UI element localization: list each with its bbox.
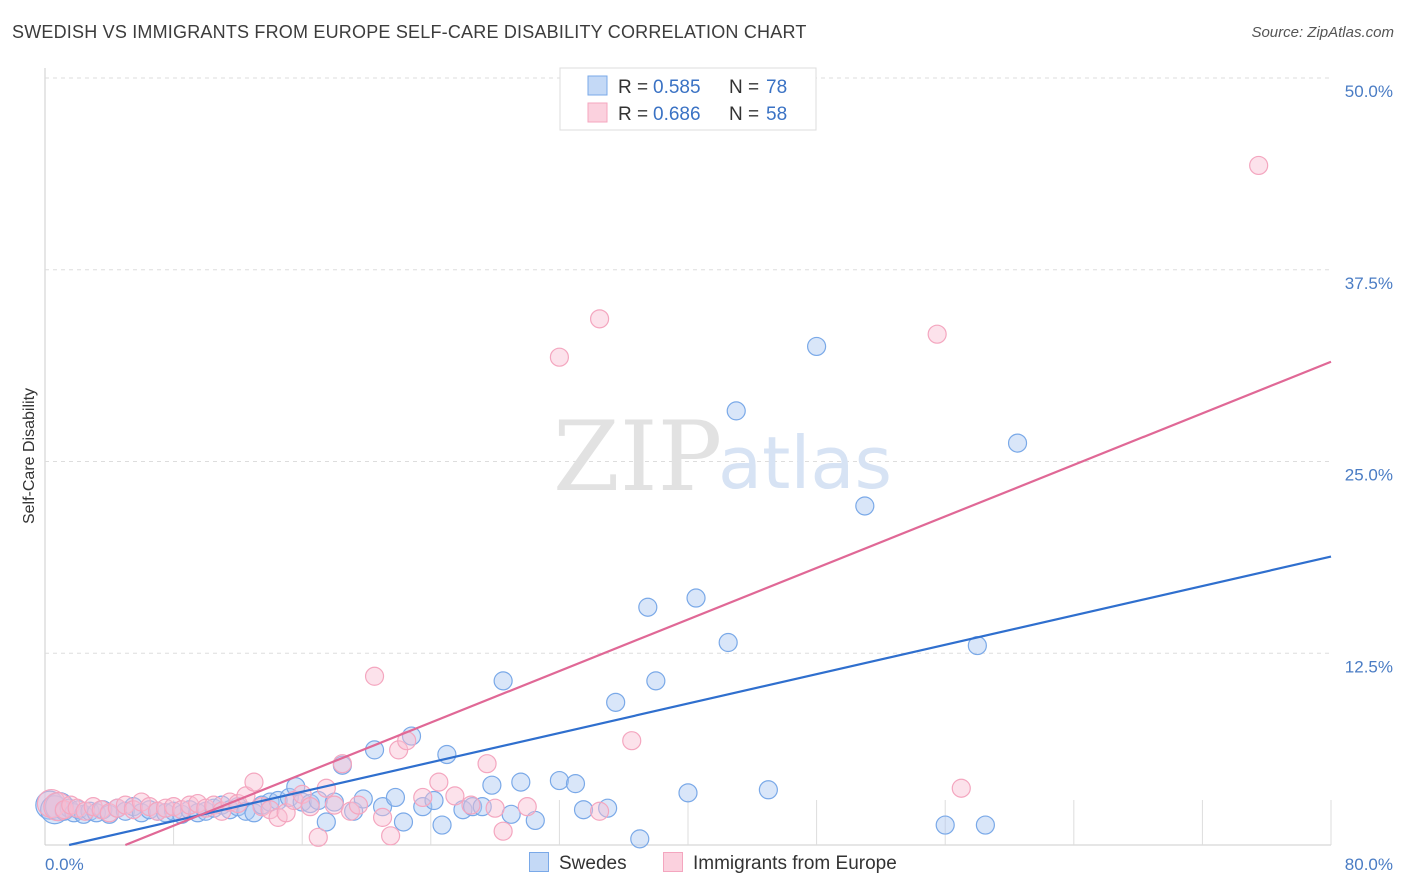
immigrants-point-58 bbox=[951, 778, 971, 798]
source-credit: Source: ZipAtlas.com bbox=[1251, 24, 1394, 41]
swedes-point-77 bbox=[975, 815, 995, 835]
legend-label-swedes: Swedes bbox=[559, 853, 627, 874]
immigrants-point-46 bbox=[429, 772, 449, 792]
immigrants-point-26 bbox=[244, 772, 264, 792]
immigrants-point-33 bbox=[300, 797, 320, 817]
legend-item-immigrants: Immigrants from Europe bbox=[663, 852, 897, 875]
swedes-point-46 bbox=[393, 812, 414, 832]
swedes-trend-line bbox=[68, 555, 1332, 847]
watermark-zip: ZIP bbox=[553, 401, 722, 513]
point-layer bbox=[35, 155, 1269, 849]
swedes-point-64 bbox=[606, 692, 626, 712]
chart-title: SWEDISH VS IMMIGRANTS FROM EUROPE SELF-C… bbox=[12, 22, 807, 42]
y-tick-label-1: 25.0% bbox=[1345, 466, 1393, 485]
immigrants-point-41 bbox=[372, 807, 393, 827]
immigrants-point-18 bbox=[180, 795, 200, 815]
immigrants-point-42 bbox=[381, 826, 401, 846]
immigrants-point-48 bbox=[461, 795, 481, 815]
immigrants-point-59 bbox=[1249, 155, 1269, 176]
immigrants-point-57 bbox=[927, 324, 947, 344]
legend-swatch-immigrants bbox=[663, 852, 683, 872]
immigrants-point-11 bbox=[123, 800, 144, 820]
immigrants-point-15 bbox=[155, 798, 176, 818]
stats-r-label-swedes: R = bbox=[618, 77, 648, 98]
swedes-point-72 bbox=[758, 780, 778, 800]
swedes-point-67 bbox=[646, 671, 666, 691]
swedes-point-57 bbox=[501, 804, 521, 824]
immigrants-point-56 bbox=[622, 731, 642, 751]
swedes-point-68 bbox=[678, 783, 698, 803]
swedes-point-50 bbox=[432, 815, 452, 835]
x-tick-label-1: 80.0% bbox=[1345, 855, 1393, 874]
immigrants-point-51 bbox=[493, 821, 513, 841]
swedes-point-55 bbox=[482, 775, 502, 795]
immigrants-point-52 bbox=[517, 797, 537, 817]
y-tick-label-3: 50.0% bbox=[1345, 82, 1393, 101]
legend-label-immigrants: Immigrants from Europe bbox=[693, 853, 897, 874]
immigrants-point-54 bbox=[589, 801, 610, 821]
immigrants-point-40 bbox=[364, 666, 385, 686]
immigrants-point-55 bbox=[589, 309, 610, 329]
immigrants-point-1 bbox=[43, 792, 73, 822]
stats-swatch-immigrants bbox=[587, 102, 608, 123]
legend-item-swedes: Swedes bbox=[529, 852, 627, 875]
stats-swatch-swedes bbox=[587, 75, 608, 96]
stats-n-swedes: 78 bbox=[766, 77, 787, 98]
immigrants-point-39 bbox=[348, 795, 369, 815]
swedes-point-66 bbox=[638, 597, 658, 617]
swedes-point-75 bbox=[935, 815, 955, 835]
immigrants-point-34 bbox=[308, 827, 328, 847]
trend-layer bbox=[68, 360, 1332, 847]
swedes-point-62 bbox=[573, 800, 594, 820]
y-tick-label-2: 37.5% bbox=[1345, 274, 1393, 293]
stats-r-label-immigrants: R = bbox=[618, 104, 648, 125]
swedes-point-60 bbox=[549, 770, 570, 791]
stats-n-label-immigrants: N = bbox=[729, 104, 759, 125]
immigrants-point-47 bbox=[445, 786, 465, 806]
stats-r-swedes: 0.585 bbox=[653, 77, 701, 98]
immigrants-trend-line bbox=[124, 360, 1332, 847]
swedes-point-45 bbox=[385, 787, 406, 808]
immigrants-point-53 bbox=[549, 347, 570, 367]
swedes-point-73 bbox=[806, 336, 827, 357]
swedes-point-71 bbox=[726, 401, 746, 421]
immigrants-point-50 bbox=[485, 798, 505, 818]
legend-swatch-swedes bbox=[529, 852, 549, 872]
swedes-point-58 bbox=[511, 772, 531, 792]
stats-n-immigrants: 58 bbox=[766, 104, 787, 125]
watermark-atlas: atlas bbox=[718, 421, 892, 505]
y-tick-label-0: 12.5% bbox=[1345, 657, 1393, 676]
swedes-point-61 bbox=[565, 774, 586, 794]
tick-layer: 12.5% 25.0% 37.5% 50.0% 0.0% 80.0% bbox=[45, 82, 1393, 874]
stats-r-immigrants: 0.686 bbox=[653, 104, 701, 125]
stats-n-label-swedes: N = bbox=[729, 77, 759, 98]
x-tick-label-0: 0.0% bbox=[45, 855, 84, 874]
immigrants-point-45 bbox=[413, 787, 433, 808]
immigrants-point-36 bbox=[324, 795, 344, 815]
swedes-point-38 bbox=[316, 812, 336, 832]
swedes-point-74 bbox=[855, 496, 875, 516]
swedes-point-69 bbox=[686, 588, 706, 608]
immigrants-point-49 bbox=[477, 754, 497, 774]
swedes-point-56 bbox=[493, 671, 513, 691]
y-axis-label: Self-Care Disability bbox=[21, 388, 38, 524]
immigrants-point-28 bbox=[260, 800, 280, 820]
swedes-point-49 bbox=[424, 790, 444, 811]
swedes-point-65 bbox=[630, 829, 650, 849]
swedes-point-70 bbox=[718, 632, 738, 653]
stats-legend: R = 0.585 N = 78 R = 0.686 N = 58 bbox=[559, 67, 817, 131]
swedes-point-0 bbox=[35, 790, 65, 820]
swedes-point-78 bbox=[1007, 433, 1028, 453]
